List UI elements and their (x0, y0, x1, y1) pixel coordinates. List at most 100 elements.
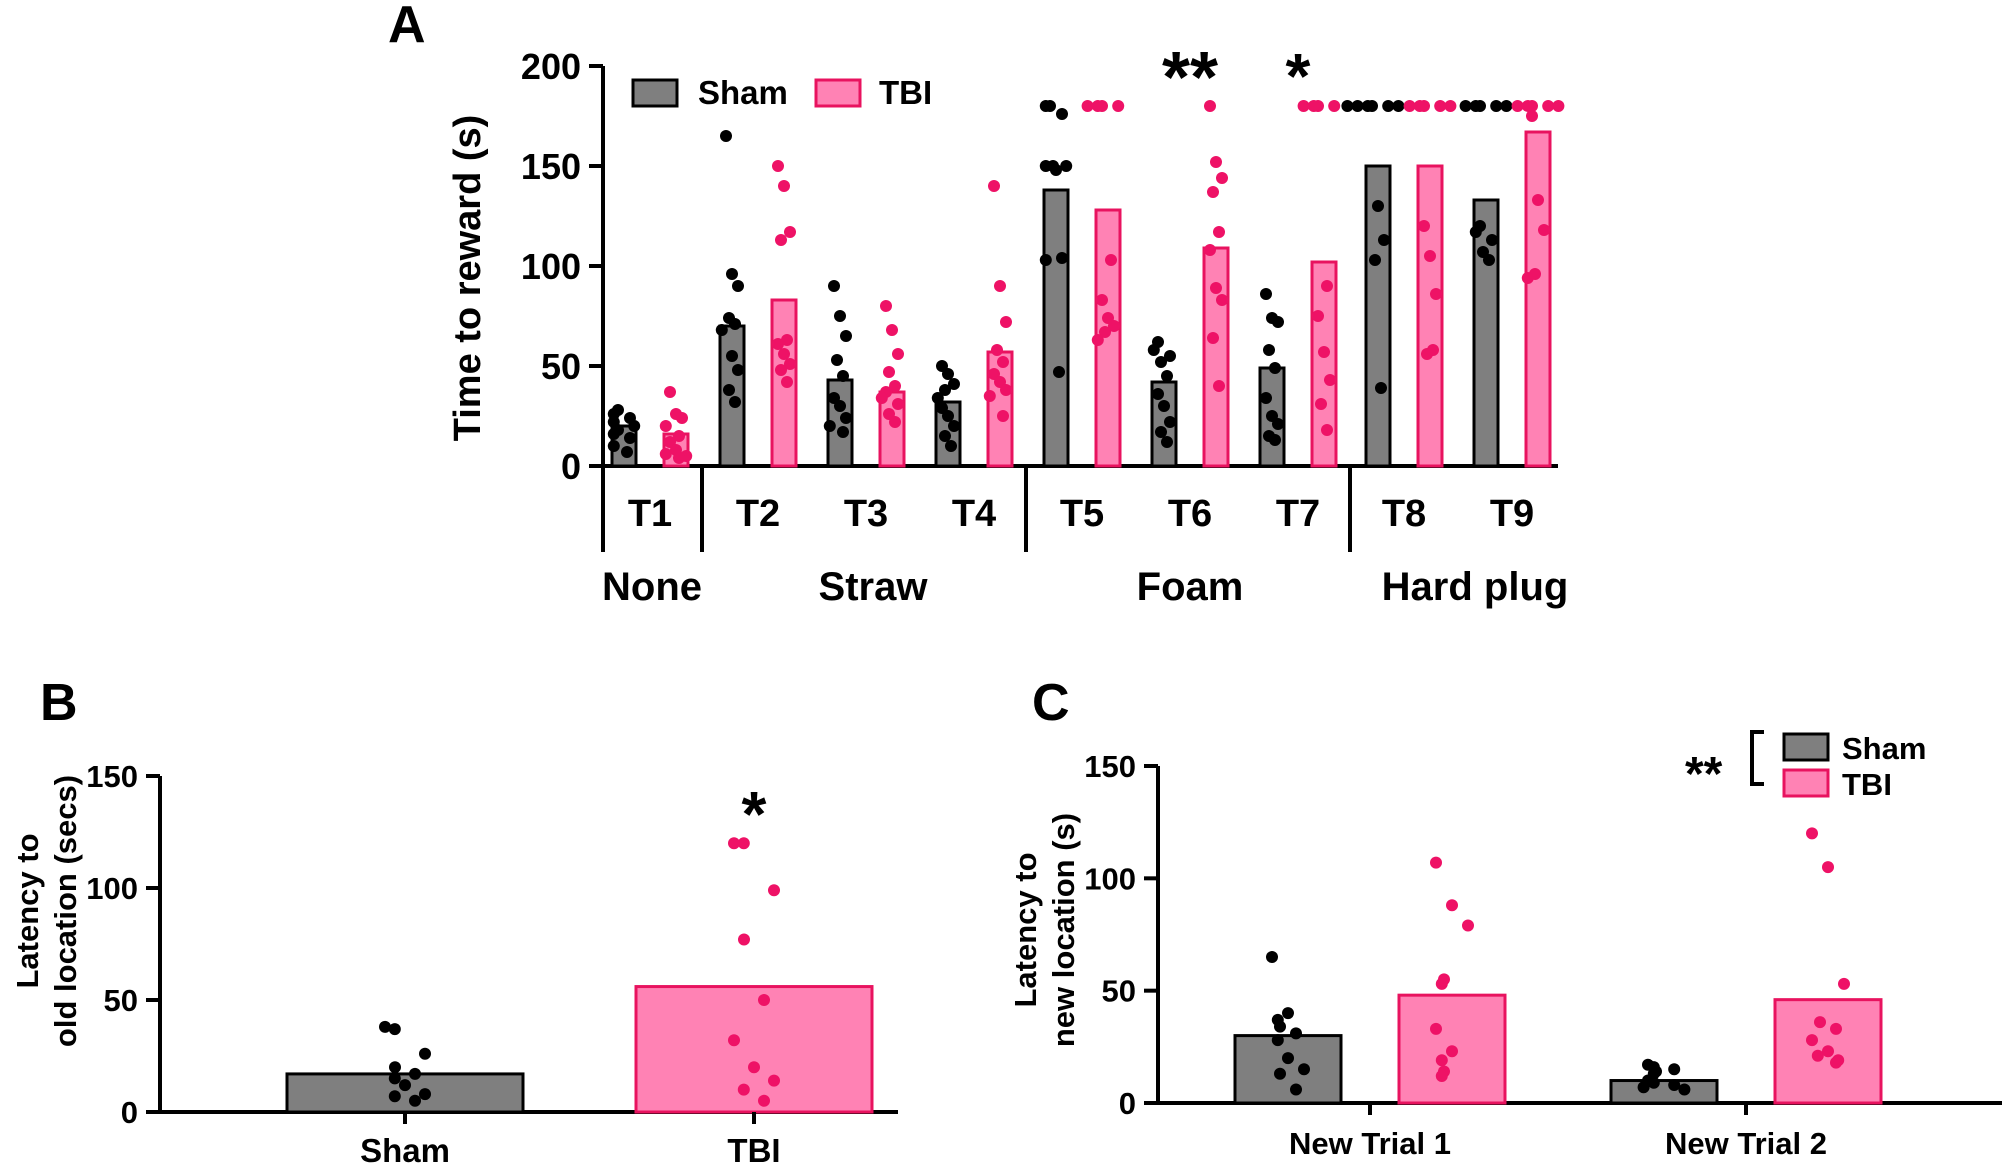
point-tbi-T6 (1216, 172, 1228, 184)
x-tick-label-T5: T5 (1060, 493, 1104, 535)
x-tick-label-T6: T6 (1168, 493, 1212, 535)
point-sham-T8 (1341, 100, 1354, 112)
point-sham-New Trial 2 (1647, 1076, 1660, 1089)
point-sham-T7 (1260, 288, 1272, 300)
point-Sham (399, 1079, 411, 1092)
point-sham-T6 (1161, 436, 1173, 448)
point-tbi-T2 (772, 160, 784, 172)
point-sham-T7 (1269, 362, 1281, 374)
point-tbi-New Trial 1 (1430, 856, 1442, 869)
y-tick-label-a: 100 (521, 246, 581, 287)
chart-b: 0 50 100 150 Sham TBI * (86, 759, 898, 1168)
y-tick-label-a: 0 (561, 446, 581, 487)
point-tbi-T8 (1403, 100, 1416, 112)
panel-label-c: C (1032, 674, 1070, 732)
point-tbi-T2 (784, 358, 796, 370)
bar-TBI (634, 985, 874, 1114)
point-tbi-T4 (997, 410, 1009, 422)
panel-label-a: A (388, 0, 426, 54)
point-tbi-T7 (1321, 424, 1333, 436)
point-tbi-T3 (875, 392, 888, 404)
point-tbi-New Trial 2 (1822, 1045, 1834, 1058)
point-sham-T5 (1060, 160, 1073, 172)
point-sham-T6 (1155, 356, 1167, 368)
point-tbi-T1 (676, 412, 688, 424)
point-tbi-T4 (1000, 316, 1012, 328)
point-TBI (738, 933, 750, 946)
point-tbi-T9 (1532, 194, 1544, 206)
point-sham-T7 (1260, 392, 1272, 404)
point-tbi-T3 (892, 348, 904, 360)
point-tbi-T6 (1207, 186, 1219, 198)
point-tbi-New Trial 2 (1838, 977, 1850, 990)
ylabel-a: Time to reward (s) (447, 115, 489, 442)
point-tbi-T7 (1324, 374, 1336, 386)
point-tbi-New Trial 1 (1430, 1022, 1442, 1035)
legend-c-significance: ** (1685, 748, 1723, 801)
point-tbi-T2 (781, 334, 793, 346)
point-tbi-T3 (886, 324, 898, 336)
point-sham-T2 (720, 130, 732, 142)
point-tbi-T1 (673, 430, 685, 442)
point-TBI (728, 1034, 740, 1047)
point-tbi-T6 (1210, 282, 1222, 294)
point-tbi-T6 (1213, 380, 1225, 392)
point-tbi-T5 (1081, 100, 1094, 112)
y-tick-label-a: 150 (521, 146, 581, 187)
point-Sham (388, 1090, 401, 1103)
bar-sham-T7 (1258, 366, 1286, 468)
point-sham-T4 (931, 392, 944, 404)
point-tbi-T1 (659, 420, 672, 432)
point-TBI (748, 1061, 760, 1074)
y-tick-label-c: 0 (1119, 1086, 1136, 1121)
point-sham-T5 (1056, 108, 1068, 120)
legend-c: ** Sham TBI (1685, 730, 1926, 802)
point-tbi-New Trial 1 (1435, 1070, 1448, 1082)
point-sham-T2 (715, 324, 728, 336)
y-tick-label-c: 150 (1084, 749, 1136, 784)
panel-label-b: B (40, 674, 78, 732)
point-tbi-T9 (1542, 100, 1555, 112)
x-tick-label-T9: T9 (1490, 493, 1534, 535)
significance-a: ** (1162, 38, 1218, 118)
point-sham-T4 (945, 440, 957, 452)
point-sham-T2 (726, 350, 738, 362)
point-sham-T5 (1053, 366, 1065, 378)
point-sham-T1 (628, 420, 641, 432)
group-label-a: Foam (1137, 565, 1244, 609)
point-sham-T3 (840, 330, 852, 342)
significance-b: * (742, 778, 767, 850)
point-tbi-T7 (1328, 100, 1341, 112)
y-tick-label-c: 100 (1084, 861, 1136, 896)
point-tbi-T8 (1424, 250, 1436, 262)
point-sham-T8 (1351, 100, 1364, 112)
point-tbi-T6 (1210, 156, 1222, 168)
legend-c-sham-label: Sham (1842, 731, 1926, 766)
point-tbi-T9 (1521, 272, 1534, 284)
point-Sham (389, 1061, 401, 1074)
point-tbi-T8 (1418, 220, 1430, 232)
point-sham-New Trial 1 (1266, 951, 1278, 963)
point-Sham (409, 1067, 421, 1080)
point-tbi-T5 (1105, 254, 1117, 266)
point-sham-T6 (1152, 388, 1164, 400)
point-tbi-T6 (1204, 100, 1216, 112)
point-tbi-T1 (664, 386, 676, 398)
point-tbi-T6 (1204, 244, 1216, 256)
legend-a-sham-label: Sham (698, 74, 788, 111)
x-tick-label-T8: T8 (1382, 493, 1426, 535)
point-sham-T3 (834, 310, 846, 322)
point-tbi-New Trial 1 (1446, 899, 1458, 912)
point-sham-T1 (607, 440, 620, 452)
point-sham-T3 (840, 412, 852, 424)
point-tbi-T6 (1213, 226, 1225, 238)
bar-sham-T2 (718, 324, 746, 468)
point-sham-T3 (831, 354, 843, 366)
point-tbi-New Trial 1 (1435, 1054, 1448, 1067)
point-Sham (379, 1020, 391, 1033)
point-tbi-T8 (1430, 288, 1442, 300)
point-sham-T2 (732, 280, 744, 292)
legend-c-tbi-swatch (1782, 768, 1830, 798)
point-Sham (388, 1023, 401, 1036)
point-sham-T5 (1039, 254, 1052, 266)
